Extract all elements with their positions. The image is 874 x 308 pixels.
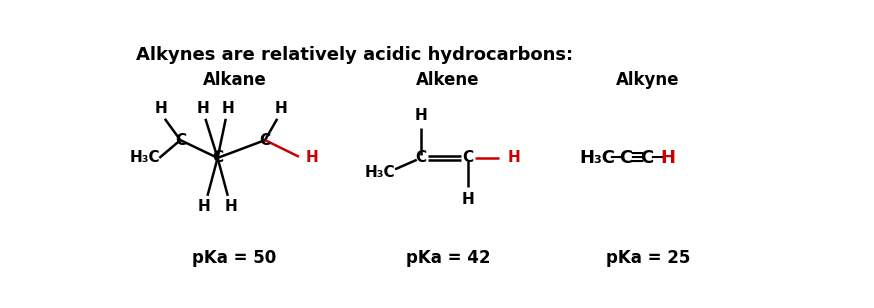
Text: Alkane: Alkane — [203, 71, 267, 89]
Text: Alkynes are relatively acidic hydrocarbons:: Alkynes are relatively acidic hydrocarbo… — [136, 47, 573, 64]
Text: H: H — [197, 101, 209, 116]
Text: C: C — [175, 133, 186, 148]
Text: H₃C: H₃C — [364, 165, 396, 180]
Text: H: H — [507, 150, 520, 165]
Text: pKa = 50: pKa = 50 — [192, 249, 277, 266]
Text: H: H — [222, 101, 235, 116]
Text: H: H — [198, 199, 211, 214]
Text: H: H — [274, 101, 287, 116]
Text: pKa = 42: pKa = 42 — [406, 249, 490, 266]
Text: pKa = 25: pKa = 25 — [606, 249, 690, 266]
Text: ≡: ≡ — [628, 149, 644, 167]
Text: H: H — [414, 108, 427, 123]
Text: Alkyne: Alkyne — [616, 71, 679, 89]
Text: C: C — [641, 149, 654, 167]
Text: C: C — [462, 150, 474, 165]
Text: H: H — [306, 150, 319, 165]
Text: C: C — [619, 149, 632, 167]
Text: −: − — [608, 149, 623, 167]
Text: H₃C: H₃C — [579, 149, 615, 167]
Text: H: H — [660, 149, 675, 167]
Text: C: C — [260, 133, 271, 148]
Text: H: H — [461, 192, 475, 207]
Text: C: C — [415, 150, 427, 165]
Text: −: − — [649, 149, 664, 167]
Text: H: H — [225, 199, 238, 214]
Text: Alkene: Alkene — [416, 71, 480, 89]
Text: H: H — [155, 101, 168, 116]
Text: H₃C: H₃C — [129, 150, 160, 165]
Text: C: C — [212, 150, 223, 165]
